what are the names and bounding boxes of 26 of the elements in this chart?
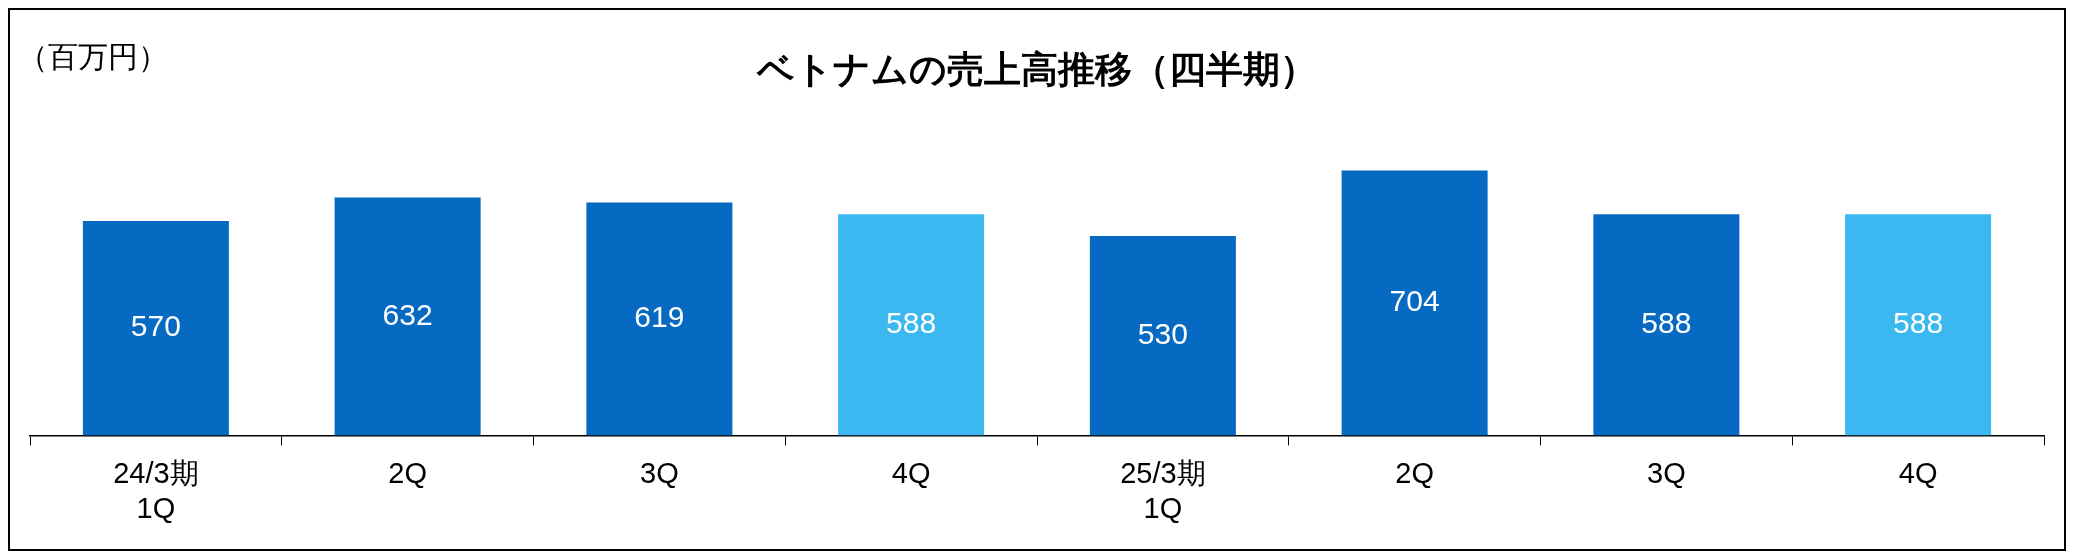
- x-tick-label: 25/3期 1Q: [1120, 456, 1206, 524]
- data-label: 619: [634, 300, 685, 334]
- x-tick-label: 2Q: [388, 456, 427, 489]
- x-tick-label: 4Q: [1898, 456, 1938, 489]
- data-label: 704: [1389, 284, 1440, 318]
- bar: [334, 197, 481, 436]
- y-axis-title: （百万円）: [18, 40, 168, 74]
- data-label: 588: [1641, 306, 1692, 340]
- bar: [1845, 214, 1992, 436]
- data-label: 632: [382, 297, 433, 331]
- x-tick-label: 4Q: [891, 456, 931, 489]
- bar: [838, 214, 985, 436]
- bar: [1089, 235, 1236, 436]
- data-label: 570: [130, 309, 181, 343]
- chart-title: ベトナムの売上高推移（四半期）: [756, 49, 1317, 91]
- data-label: 588: [886, 306, 937, 340]
- x-tick-label: 24/3期 1Q: [113, 456, 199, 524]
- data-label: 588: [1893, 306, 1944, 340]
- bar: [586, 202, 733, 436]
- x-tick-label: 3Q: [640, 456, 679, 489]
- x-tick-label: 3Q: [1647, 456, 1686, 489]
- bar: [82, 220, 229, 436]
- data-label: 530: [1137, 316, 1188, 350]
- bar: [1593, 214, 1740, 436]
- x-tick-label: 2Q: [1395, 456, 1434, 489]
- bar: [1341, 170, 1488, 436]
